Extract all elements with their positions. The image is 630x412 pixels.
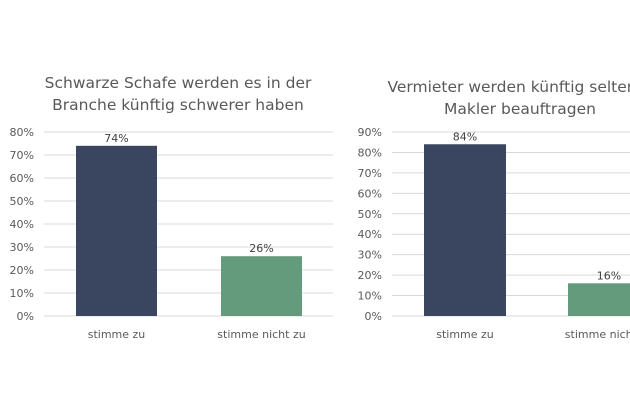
data-label: 84%: [453, 130, 477, 143]
y-tick-label: 30%: [358, 249, 382, 262]
data-label: 16%: [597, 269, 621, 282]
y-tick-label: 10%: [358, 290, 382, 303]
data-label: 26%: [249, 242, 273, 255]
category-label: stimme nicht zu: [565, 328, 630, 341]
bar-disagree: [568, 283, 630, 316]
y-tick-label: 20%: [10, 264, 34, 277]
chart-title: Makler beauftragen: [444, 100, 596, 118]
y-tick-label: 0%: [365, 310, 382, 323]
chart-title: Schwarze Schafe werden es in der: [45, 74, 312, 92]
y-tick-label: 50%: [358, 208, 382, 221]
y-tick-label: 30%: [10, 241, 34, 254]
y-tick-label: 80%: [10, 126, 34, 139]
category-label: stimme zu: [436, 328, 494, 341]
y-tick-label: 40%: [10, 218, 34, 231]
y-tick-label: 20%: [358, 269, 382, 282]
category-label: stimme nicht zu: [217, 328, 305, 341]
y-tick-label: 60%: [358, 187, 382, 200]
y-tick-label: 80%: [358, 146, 382, 159]
bar-agree: [424, 144, 506, 316]
bar-agree: [76, 145, 157, 316]
y-tick-label: 70%: [358, 167, 382, 180]
y-tick-label: 0%: [17, 310, 34, 323]
y-tick-label: 90%: [358, 126, 382, 139]
chart-title: Branche künftig schwerer haben: [52, 96, 304, 114]
y-tick-label: 50%: [10, 195, 34, 208]
category-label: stimme zu: [88, 328, 146, 341]
bar-disagree: [221, 256, 302, 316]
y-tick-label: 40%: [358, 228, 382, 241]
data-label: 74%: [104, 132, 128, 145]
y-tick-label: 60%: [10, 172, 34, 185]
y-tick-label: 10%: [10, 287, 34, 300]
y-tick-label: 70%: [10, 149, 34, 162]
chart-title: Vermieter werden künftig seltener: [387, 78, 630, 96]
